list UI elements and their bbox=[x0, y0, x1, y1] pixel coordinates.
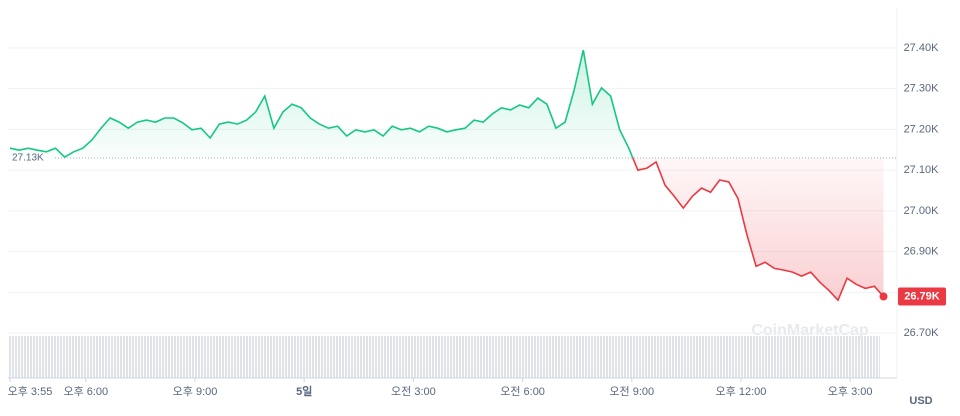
x-tick-label: 오후 3:55 bbox=[8, 385, 53, 398]
x-tick-label: 오후 12:00 bbox=[716, 385, 767, 398]
volume-bars bbox=[8, 336, 880, 378]
x-tick-label: 오전 3:00 bbox=[391, 385, 436, 398]
y-tick-label: 27.00K bbox=[904, 205, 940, 217]
x-tick-label: 오전 9:00 bbox=[609, 385, 654, 398]
watermark: CoinMarketCap bbox=[751, 322, 869, 339]
y-tick-label: 27.40K bbox=[904, 42, 940, 54]
y-tick-label: 27.10K bbox=[904, 164, 940, 176]
last-point bbox=[879, 292, 888, 301]
baseline-label: 27.13K bbox=[12, 153, 44, 164]
y-tick-label: 26.70K bbox=[904, 327, 940, 339]
y-tick-label: 27.30K bbox=[904, 83, 940, 95]
x-tick-label: 오전 6:00 bbox=[500, 385, 545, 398]
x-tick-label: 오후 3:00 bbox=[828, 385, 873, 398]
price-line bbox=[9, 49, 885, 302]
x-tick-label: 오후 6:00 bbox=[63, 385, 108, 398]
y-tick-label: 27.20K bbox=[904, 123, 940, 135]
currency: USD bbox=[909, 395, 932, 407]
last-label: 26.79K bbox=[904, 290, 940, 302]
last-label-box bbox=[898, 287, 946, 306]
x-tick-label: 오후 9:00 bbox=[173, 385, 218, 398]
area-fill bbox=[10, 50, 884, 301]
y-tick-label: 26.90K bbox=[904, 246, 940, 258]
x-tick-label: 5일 bbox=[296, 384, 312, 398]
